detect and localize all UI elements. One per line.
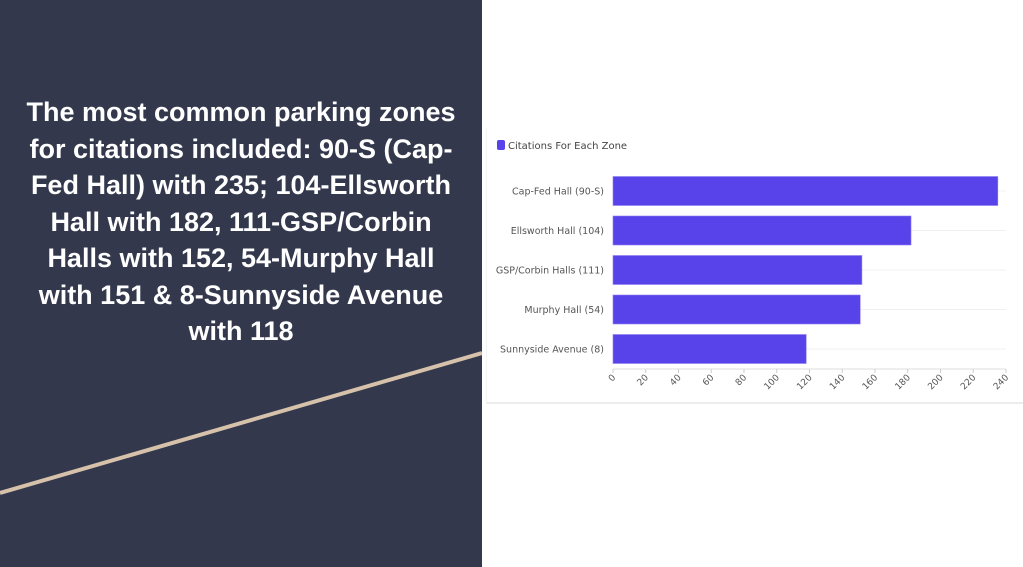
x-tick-label: 80 <box>734 373 749 388</box>
x-tick-label: 20 <box>636 373 651 388</box>
category-label: Murphy Hall (54) <box>524 305 604 316</box>
bar <box>612 215 912 246</box>
x-tick-label: 180 <box>894 373 913 392</box>
x-tick-label: 220 <box>959 373 978 392</box>
x-tick-label: 140 <box>828 373 847 392</box>
category-label: Sunnyside Avenue (8) <box>500 345 604 356</box>
x-tick-label: 0 <box>607 373 618 384</box>
category-label: Cap-Fed Hall (90-S) <box>512 187 604 198</box>
x-tick-label: 100 <box>763 373 782 392</box>
bar <box>612 176 999 206</box>
x-tick-label: 60 <box>701 373 716 388</box>
x-tick-label: 160 <box>861 373 880 392</box>
bar <box>612 294 861 325</box>
bar-chart: Citations For Each Zone Cap-Fed Hall (90-… <box>496 140 1011 392</box>
bar <box>612 334 807 364</box>
category-label: Ellsworth Hall (104) <box>511 226 604 237</box>
chart-card: Citations For Each Zone Cap-Fed Hall (90-… <box>486 128 1023 404</box>
x-tick-label: 40 <box>668 373 683 388</box>
bar <box>612 255 863 285</box>
legend-label: Citations For Each Zone <box>508 141 627 152</box>
decorative-diagonal-line <box>0 351 482 495</box>
legend-swatch <box>497 140 505 150</box>
x-tick-label: 240 <box>992 373 1011 392</box>
category-label: GSP/Corbin Halls (111) <box>496 266 604 277</box>
x-tick-label: 200 <box>926 373 945 392</box>
summary-panel: The most common parking zones for citati… <box>0 0 482 567</box>
x-tick-label: 120 <box>795 373 814 392</box>
summary-text: The most common parking zones for citati… <box>26 97 456 346</box>
